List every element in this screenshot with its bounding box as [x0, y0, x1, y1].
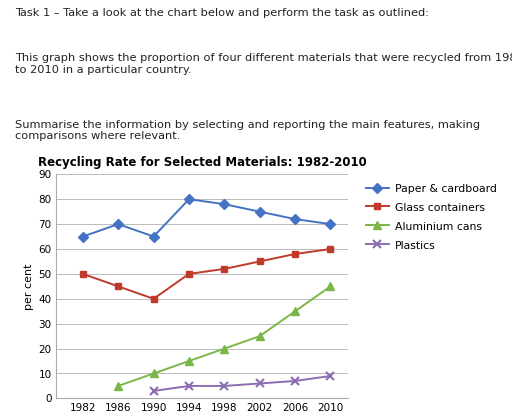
Paper & cardboard — [292, 217, 298, 222]
Paper & cardboard — [186, 197, 192, 202]
Text: Task 1 – Take a look at the chart below and perform the task as outlined:: Task 1 – Take a look at the chart below … — [15, 8, 430, 18]
Line: Aluminium cans: Aluminium cans — [114, 282, 335, 390]
Text: This graph shows the proportion of four different materials that were recycled f: This graph shows the proportion of four … — [15, 53, 512, 75]
Plastics — [186, 383, 192, 388]
Glass containers — [292, 251, 298, 256]
Glass containers — [221, 266, 227, 271]
Aluminium cans — [292, 309, 298, 314]
Aluminium cans — [221, 346, 227, 351]
Paper & cardboard — [115, 222, 121, 227]
Glass containers — [80, 271, 86, 276]
Paper & cardboard — [327, 222, 333, 227]
Paper & cardboard — [221, 202, 227, 207]
Line: Glass containers: Glass containers — [79, 246, 334, 302]
Plastics — [151, 388, 157, 393]
Line: Paper & cardboard: Paper & cardboard — [79, 196, 334, 240]
Text: Summarise the information by selecting and reporting the main features, making
c: Summarise the information by selecting a… — [15, 120, 480, 141]
Y-axis label: per cent: per cent — [24, 263, 34, 310]
Glass containers — [327, 247, 333, 251]
Glass containers — [115, 284, 121, 289]
Plastics — [257, 381, 263, 386]
Aluminium cans — [327, 284, 333, 289]
Legend: Paper & cardboard, Glass containers, Aluminium cans, Plastics: Paper & cardboard, Glass containers, Alu… — [362, 180, 500, 254]
Glass containers — [257, 259, 263, 264]
Paper & cardboard — [151, 234, 157, 239]
Aluminium cans — [186, 359, 192, 364]
Plastics — [292, 378, 298, 383]
Line: Plastics: Plastics — [150, 372, 335, 395]
Aluminium cans — [115, 383, 121, 388]
Glass containers — [151, 296, 157, 301]
Plastics — [221, 383, 227, 388]
Plastics — [327, 374, 333, 378]
Aluminium cans — [151, 371, 157, 376]
Glass containers — [186, 271, 192, 276]
Title: Recycling Rate for Selected Materials: 1982-2010: Recycling Rate for Selected Materials: 1… — [38, 156, 367, 169]
Aluminium cans — [257, 334, 263, 339]
Paper & cardboard — [80, 234, 86, 239]
Paper & cardboard — [257, 209, 263, 214]
